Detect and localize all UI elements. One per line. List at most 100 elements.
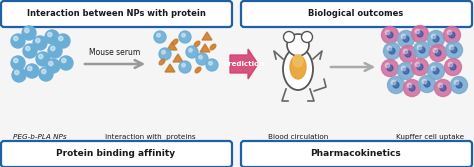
Circle shape	[154, 31, 166, 43]
Text: Interaction between NPs with protein: Interaction between NPs with protein	[27, 10, 205, 19]
Circle shape	[403, 68, 409, 74]
FancyBboxPatch shape	[241, 141, 472, 167]
Polygon shape	[167, 42, 177, 50]
Circle shape	[417, 45, 422, 50]
Circle shape	[387, 46, 392, 51]
Circle shape	[450, 76, 467, 94]
Circle shape	[22, 26, 36, 40]
Circle shape	[411, 58, 428, 75]
Circle shape	[428, 31, 445, 47]
Circle shape	[417, 31, 423, 37]
Polygon shape	[202, 32, 212, 40]
Circle shape	[199, 55, 202, 59]
Text: Kupffer cell uptake: Kupffer cell uptake	[396, 134, 464, 140]
Circle shape	[415, 29, 419, 34]
Circle shape	[15, 70, 19, 75]
Circle shape	[38, 54, 43, 59]
Circle shape	[182, 33, 185, 37]
Circle shape	[424, 81, 430, 87]
Circle shape	[398, 31, 414, 47]
Circle shape	[447, 30, 452, 35]
Polygon shape	[200, 44, 210, 52]
Circle shape	[403, 79, 420, 97]
FancyBboxPatch shape	[1, 1, 232, 27]
Circle shape	[11, 34, 25, 48]
Circle shape	[47, 32, 52, 37]
FancyBboxPatch shape	[241, 1, 472, 27]
Circle shape	[23, 44, 37, 58]
Circle shape	[206, 59, 218, 71]
Circle shape	[433, 48, 438, 53]
Circle shape	[413, 42, 430, 58]
Circle shape	[444, 27, 461, 43]
Text: Protein binding affinity: Protein binding affinity	[56, 149, 175, 158]
Circle shape	[451, 47, 457, 53]
Circle shape	[27, 66, 32, 71]
Circle shape	[283, 32, 294, 42]
Ellipse shape	[290, 55, 306, 79]
Circle shape	[401, 66, 406, 71]
Ellipse shape	[195, 67, 201, 73]
Circle shape	[56, 34, 70, 48]
Circle shape	[445, 58, 462, 75]
Ellipse shape	[210, 44, 216, 50]
Circle shape	[51, 46, 55, 51]
Circle shape	[389, 48, 395, 54]
Circle shape	[454, 80, 459, 85]
Circle shape	[398, 62, 414, 79]
Circle shape	[387, 65, 393, 71]
Circle shape	[440, 85, 446, 91]
Ellipse shape	[194, 41, 200, 47]
Circle shape	[49, 61, 53, 66]
Circle shape	[39, 67, 53, 81]
Circle shape	[433, 36, 439, 42]
Circle shape	[385, 30, 390, 35]
Circle shape	[157, 33, 160, 37]
Circle shape	[62, 58, 66, 63]
Circle shape	[401, 34, 406, 39]
Circle shape	[59, 56, 73, 70]
Circle shape	[301, 32, 312, 42]
Circle shape	[403, 36, 409, 42]
Circle shape	[42, 69, 46, 74]
Circle shape	[385, 63, 390, 68]
Circle shape	[59, 36, 63, 41]
Circle shape	[287, 34, 309, 56]
Circle shape	[435, 50, 441, 56]
Ellipse shape	[172, 39, 178, 45]
Circle shape	[448, 62, 453, 67]
Circle shape	[438, 83, 443, 88]
Circle shape	[428, 62, 445, 79]
Circle shape	[179, 61, 191, 73]
Circle shape	[189, 48, 192, 52]
Circle shape	[422, 79, 427, 84]
Circle shape	[382, 27, 399, 43]
Circle shape	[400, 45, 417, 62]
Circle shape	[209, 61, 212, 65]
Circle shape	[46, 59, 60, 73]
Polygon shape	[165, 64, 175, 72]
Circle shape	[429, 44, 447, 61]
Circle shape	[415, 62, 419, 67]
Circle shape	[446, 42, 463, 58]
Circle shape	[411, 26, 428, 42]
Text: Mouse serum: Mouse serum	[90, 48, 141, 57]
Circle shape	[449, 45, 454, 50]
Circle shape	[14, 36, 18, 41]
Circle shape	[407, 83, 412, 88]
Circle shape	[33, 36, 47, 50]
Circle shape	[435, 79, 452, 97]
Circle shape	[26, 46, 30, 51]
FancyBboxPatch shape	[1, 141, 232, 167]
Text: Blood circulation: Blood circulation	[268, 134, 328, 140]
Circle shape	[159, 48, 171, 60]
Circle shape	[11, 56, 25, 70]
Circle shape	[196, 53, 208, 65]
Polygon shape	[173, 54, 183, 62]
Circle shape	[419, 75, 436, 93]
Circle shape	[431, 34, 436, 39]
Circle shape	[12, 68, 26, 82]
Text: Biological outcomes: Biological outcomes	[309, 10, 404, 19]
Text: PEG-b-PLA NPs: PEG-b-PLA NPs	[13, 134, 67, 140]
Circle shape	[431, 66, 436, 71]
